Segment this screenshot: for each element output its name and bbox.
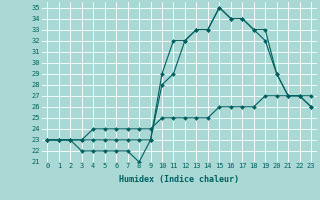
X-axis label: Humidex (Indice chaleur): Humidex (Indice chaleur) xyxy=(119,175,239,184)
